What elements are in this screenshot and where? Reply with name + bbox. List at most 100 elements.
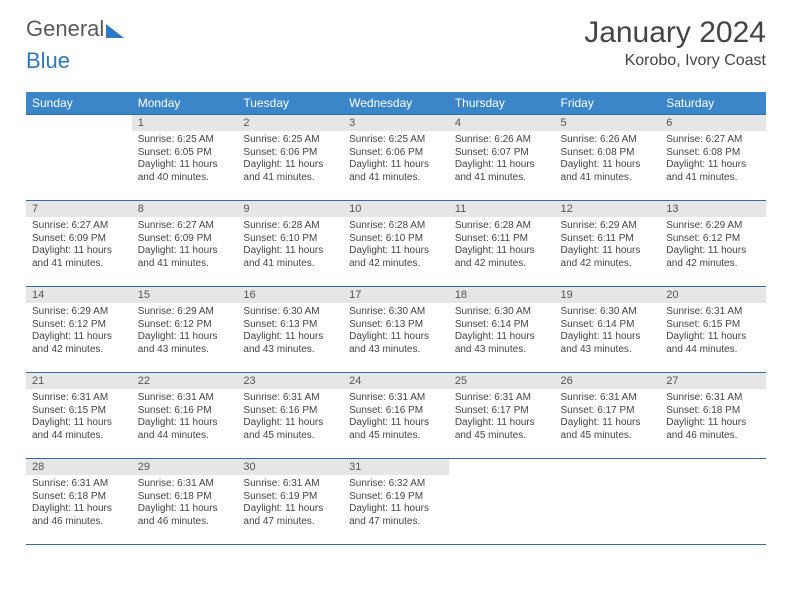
- sunrise-text: Sunrise: 6:27 AM: [32, 220, 126, 233]
- sunset-text: Sunset: 6:13 PM: [243, 319, 337, 332]
- daylight-text: Daylight: 11 hours and 45 minutes.: [561, 417, 655, 442]
- sunrise-text: Sunrise: 6:31 AM: [32, 478, 126, 491]
- day-number: 9: [237, 201, 343, 217]
- day-details: Sunrise: 6:27 AMSunset: 6:09 PMDaylight:…: [26, 217, 132, 274]
- sunset-text: Sunset: 6:19 PM: [349, 491, 443, 504]
- day-details: Sunrise: 6:30 AMSunset: 6:13 PMDaylight:…: [237, 303, 343, 360]
- day-number: 22: [132, 373, 238, 389]
- sunrise-text: Sunrise: 6:29 AM: [561, 220, 655, 233]
- sunrise-text: Sunrise: 6:31 AM: [666, 392, 760, 405]
- day-details: Sunrise: 6:31 AMSunset: 6:16 PMDaylight:…: [343, 389, 449, 446]
- calendar-cell: 19Sunrise: 6:30 AMSunset: 6:14 PMDayligh…: [555, 287, 661, 373]
- sunrise-text: Sunrise: 6:31 AM: [349, 392, 443, 405]
- calendar-cell: 31Sunrise: 6:32 AMSunset: 6:19 PMDayligh…: [343, 459, 449, 545]
- daylight-text: Daylight: 11 hours and 45 minutes.: [455, 417, 549, 442]
- day-details: Sunrise: 6:26 AMSunset: 6:08 PMDaylight:…: [555, 131, 661, 188]
- day-number: 11: [449, 201, 555, 217]
- sunrise-text: Sunrise: 6:26 AM: [561, 134, 655, 147]
- sunrise-text: Sunrise: 6:30 AM: [455, 306, 549, 319]
- day-header: Monday: [132, 92, 238, 115]
- sunset-text: Sunset: 6:09 PM: [138, 233, 232, 246]
- day-number: 25: [449, 373, 555, 389]
- daylight-text: Daylight: 11 hours and 42 minutes.: [666, 245, 760, 270]
- sunset-text: Sunset: 6:14 PM: [561, 319, 655, 332]
- calendar-cell: 6Sunrise: 6:27 AMSunset: 6:08 PMDaylight…: [660, 115, 766, 201]
- calendar-cell: 13Sunrise: 6:29 AMSunset: 6:12 PMDayligh…: [660, 201, 766, 287]
- daylight-text: Daylight: 11 hours and 45 minutes.: [349, 417, 443, 442]
- day-number: 27: [660, 373, 766, 389]
- day-details: Sunrise: 6:25 AMSunset: 6:05 PMDaylight:…: [132, 131, 238, 188]
- brand-logo: General: [26, 16, 124, 42]
- sunset-text: Sunset: 6:15 PM: [666, 319, 760, 332]
- daylight-text: Daylight: 11 hours and 47 minutes.: [349, 503, 443, 528]
- sunset-text: Sunset: 6:11 PM: [455, 233, 549, 246]
- sunset-text: Sunset: 6:12 PM: [666, 233, 760, 246]
- sunrise-text: Sunrise: 6:30 AM: [561, 306, 655, 319]
- sunset-text: Sunset: 6:11 PM: [561, 233, 655, 246]
- daylight-text: Daylight: 11 hours and 42 minutes.: [32, 331, 126, 356]
- day-number: 4: [449, 115, 555, 131]
- day-number: 13: [660, 201, 766, 217]
- calendar-cell: [660, 459, 766, 545]
- day-details: Sunrise: 6:31 AMSunset: 6:15 PMDaylight:…: [660, 303, 766, 360]
- day-details: Sunrise: 6:29 AMSunset: 6:11 PMDaylight:…: [555, 217, 661, 274]
- day-number: 7: [26, 201, 132, 217]
- day-number: 12: [555, 201, 661, 217]
- sunrise-text: Sunrise: 6:31 AM: [243, 392, 337, 405]
- sunset-text: Sunset: 6:13 PM: [349, 319, 443, 332]
- day-number: 21: [26, 373, 132, 389]
- daylight-text: Daylight: 11 hours and 41 minutes.: [561, 159, 655, 184]
- daylight-text: Daylight: 11 hours and 46 minutes.: [32, 503, 126, 528]
- calendar-week-row: 7Sunrise: 6:27 AMSunset: 6:09 PMDaylight…: [26, 201, 766, 287]
- calendar-cell: 2Sunrise: 6:25 AMSunset: 6:06 PMDaylight…: [237, 115, 343, 201]
- day-number: 23: [237, 373, 343, 389]
- daylight-text: Daylight: 11 hours and 46 minutes.: [666, 417, 760, 442]
- daylight-text: Daylight: 11 hours and 41 minutes.: [349, 159, 443, 184]
- calendar-table: Sunday Monday Tuesday Wednesday Thursday…: [26, 92, 766, 545]
- day-number: 28: [26, 459, 132, 475]
- daylight-text: Daylight: 11 hours and 45 minutes.: [243, 417, 337, 442]
- day-number: 29: [132, 459, 238, 475]
- day-number: 6: [660, 115, 766, 131]
- calendar-cell: 26Sunrise: 6:31 AMSunset: 6:17 PMDayligh…: [555, 373, 661, 459]
- sunrise-text: Sunrise: 6:26 AM: [455, 134, 549, 147]
- sunrise-text: Sunrise: 6:27 AM: [138, 220, 232, 233]
- sunset-text: Sunset: 6:18 PM: [32, 491, 126, 504]
- sunrise-text: Sunrise: 6:31 AM: [243, 478, 337, 491]
- calendar-cell: 3Sunrise: 6:25 AMSunset: 6:06 PMDaylight…: [343, 115, 449, 201]
- day-header: Sunday: [26, 92, 132, 115]
- calendar-cell: 21Sunrise: 6:31 AMSunset: 6:15 PMDayligh…: [26, 373, 132, 459]
- sunset-text: Sunset: 6:12 PM: [32, 319, 126, 332]
- day-number: 24: [343, 373, 449, 389]
- day-details: Sunrise: 6:30 AMSunset: 6:14 PMDaylight:…: [449, 303, 555, 360]
- day-number: 5: [555, 115, 661, 131]
- calendar-cell: 29Sunrise: 6:31 AMSunset: 6:18 PMDayligh…: [132, 459, 238, 545]
- day-details: Sunrise: 6:29 AMSunset: 6:12 PMDaylight:…: [132, 303, 238, 360]
- sunset-text: Sunset: 6:08 PM: [666, 147, 760, 160]
- sunset-text: Sunset: 6:12 PM: [138, 319, 232, 332]
- daylight-text: Daylight: 11 hours and 41 minutes.: [243, 159, 337, 184]
- daylight-text: Daylight: 11 hours and 44 minutes.: [666, 331, 760, 356]
- day-number: 16: [237, 287, 343, 303]
- day-details: Sunrise: 6:31 AMSunset: 6:18 PMDaylight:…: [26, 475, 132, 532]
- day-details: Sunrise: 6:25 AMSunset: 6:06 PMDaylight:…: [237, 131, 343, 188]
- sunset-text: Sunset: 6:06 PM: [349, 147, 443, 160]
- day-details: Sunrise: 6:30 AMSunset: 6:14 PMDaylight:…: [555, 303, 661, 360]
- sunrise-text: Sunrise: 6:31 AM: [455, 392, 549, 405]
- day-number: 26: [555, 373, 661, 389]
- calendar-cell: 11Sunrise: 6:28 AMSunset: 6:11 PMDayligh…: [449, 201, 555, 287]
- calendar-cell: 8Sunrise: 6:27 AMSunset: 6:09 PMDaylight…: [132, 201, 238, 287]
- calendar-week-row: 28Sunrise: 6:31 AMSunset: 6:18 PMDayligh…: [26, 459, 766, 545]
- day-number: 17: [343, 287, 449, 303]
- month-title: January 2024: [584, 16, 766, 50]
- sail-icon: [106, 24, 124, 38]
- daylight-text: Daylight: 11 hours and 41 minutes.: [32, 245, 126, 270]
- day-number: 3: [343, 115, 449, 131]
- calendar-cell: 18Sunrise: 6:30 AMSunset: 6:14 PMDayligh…: [449, 287, 555, 373]
- calendar-cell: 25Sunrise: 6:31 AMSunset: 6:17 PMDayligh…: [449, 373, 555, 459]
- sunset-text: Sunset: 6:07 PM: [455, 147, 549, 160]
- day-number: 8: [132, 201, 238, 217]
- day-details: Sunrise: 6:32 AMSunset: 6:19 PMDaylight:…: [343, 475, 449, 532]
- calendar-cell: 1Sunrise: 6:25 AMSunset: 6:05 PMDaylight…: [132, 115, 238, 201]
- sunrise-text: Sunrise: 6:30 AM: [349, 306, 443, 319]
